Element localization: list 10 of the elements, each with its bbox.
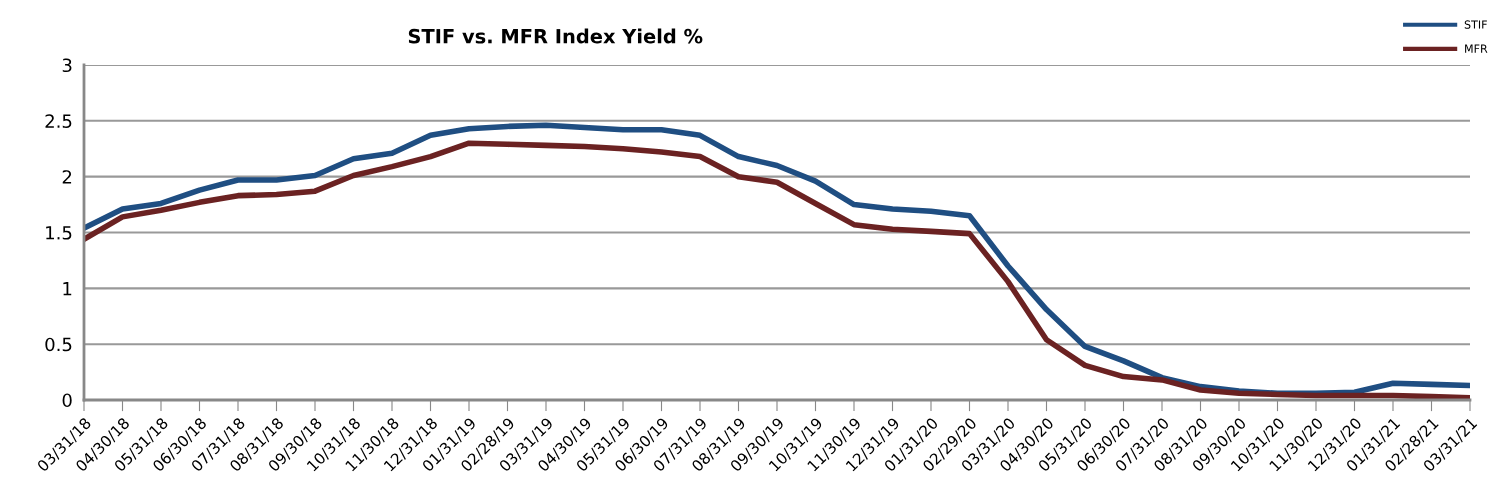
y-tick-label: 0.5 — [45, 337, 72, 352]
y-tick-label: 2 — [62, 170, 72, 184]
legend-label: STIF — [1464, 20, 1487, 29]
legend-label: MFR — [1465, 44, 1488, 53]
y-tick-label: 0 — [62, 393, 72, 408]
y-tick-label: 1 — [63, 282, 72, 296]
y-tick-label: 2.5 — [45, 114, 72, 128]
y-tick-label: 1.5 — [46, 226, 72, 240]
chart-title: STIF vs. MFR Index Yield % — [408, 28, 703, 44]
y-tick-label: 3 — [62, 58, 72, 73]
